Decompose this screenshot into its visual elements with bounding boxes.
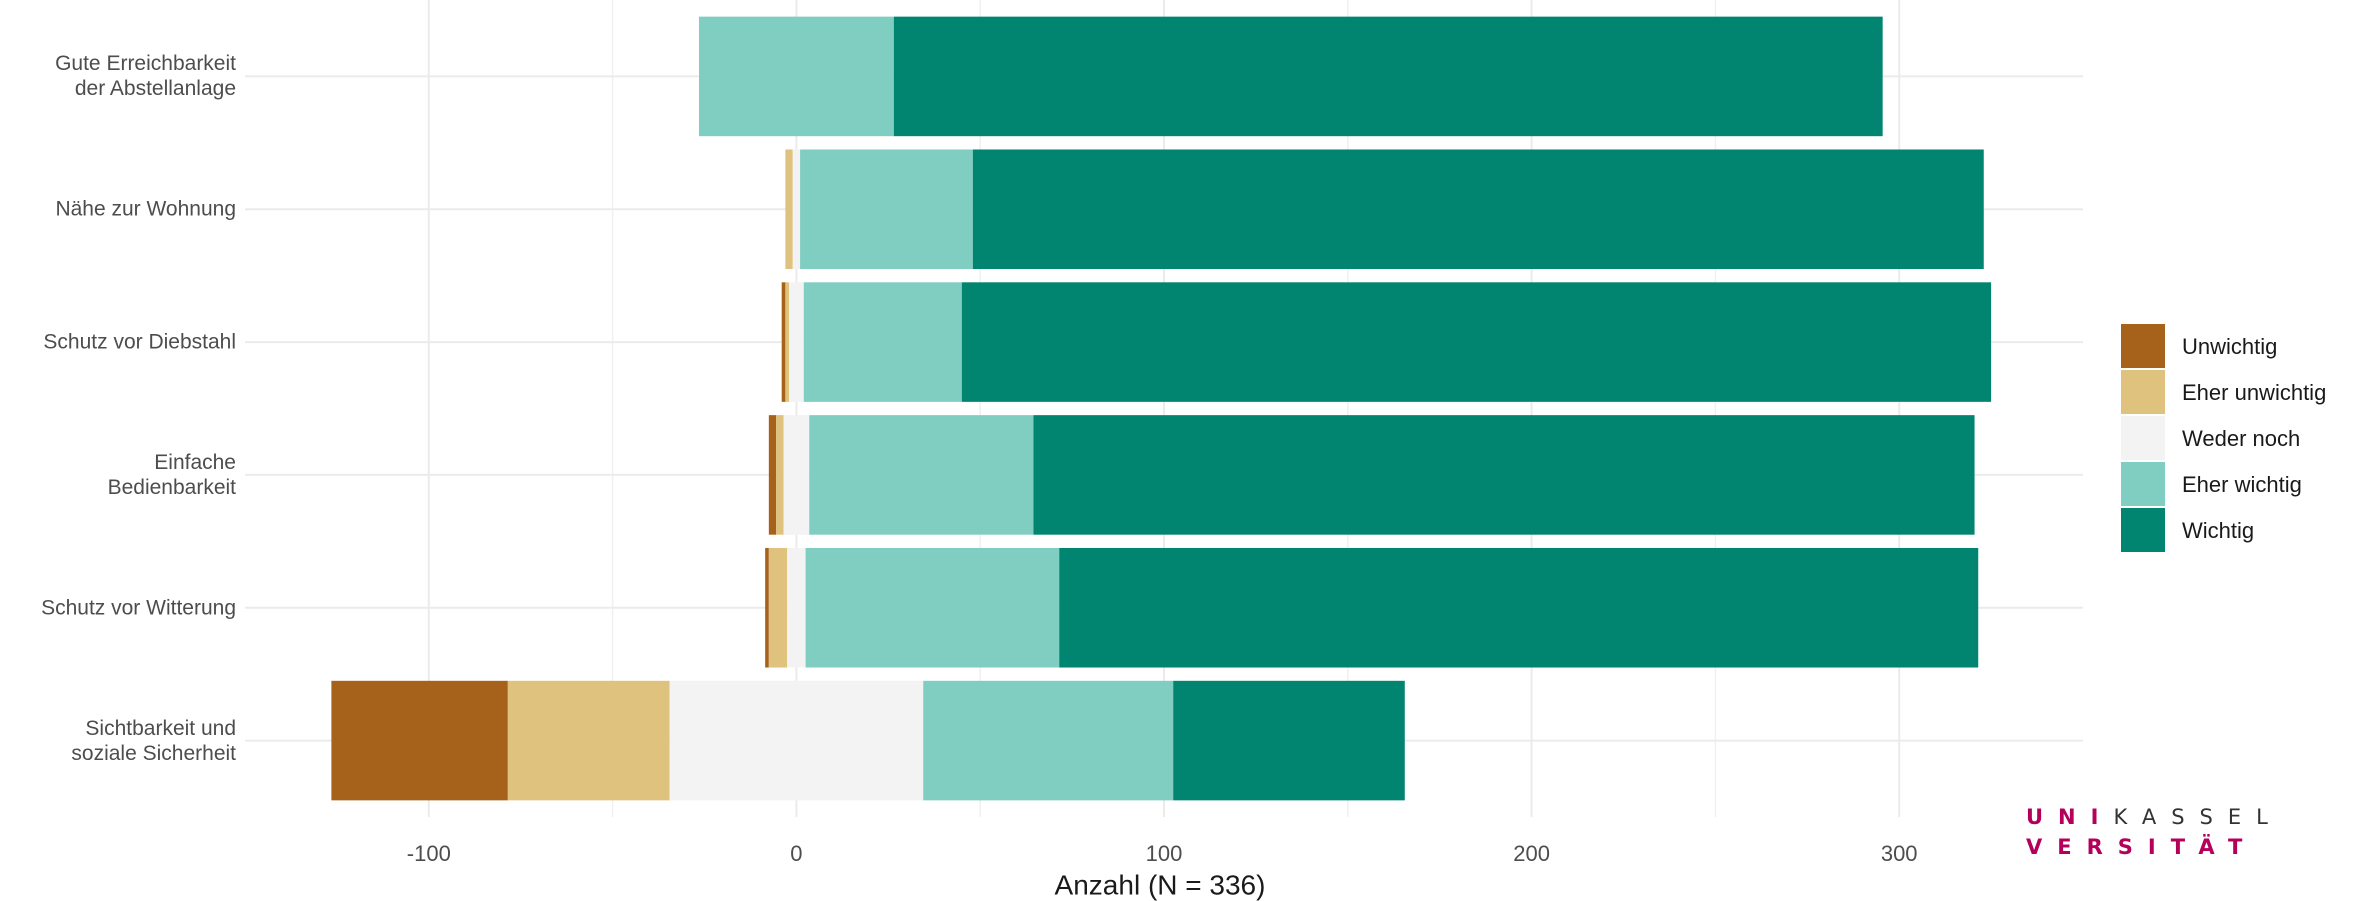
legend-label: Wichtig: [2182, 518, 2254, 543]
bar-segment: [923, 680, 1174, 801]
bar-segment: [783, 415, 810, 535]
x-tick-label: -100: [407, 841, 451, 866]
category-label: Schutz vor Diebstahl: [43, 330, 236, 354]
logo-versitaet: VERSITÄT: [2026, 835, 2258, 859]
legend-label: Eher wichtig: [2182, 472, 2302, 497]
category-label: Nähe zur Wohnung: [55, 197, 236, 221]
legend-label: Eher unwichtig: [2182, 380, 2326, 405]
bar-segment: [768, 415, 777, 535]
bar-segment: [776, 415, 784, 535]
logo-uni: UNI: [2026, 805, 2114, 829]
bar-segment: [507, 680, 670, 801]
x-tick-label: 0: [790, 841, 802, 866]
bar-segment: [1033, 415, 1975, 535]
legend-label: Weder noch: [2182, 426, 2300, 451]
bar-segment: [893, 16, 1883, 137]
bar-segment: [698, 16, 894, 137]
bar-segment: [792, 149, 801, 270]
x-tick-label: 300: [1881, 841, 1918, 866]
legend-swatch: [2121, 508, 2165, 552]
bar-segment: [809, 415, 1034, 535]
logo-line: UNIKASSEL: [2026, 805, 2283, 829]
bar-segment: [765, 547, 769, 668]
bar-segment: [789, 282, 804, 402]
bar-segment: [785, 282, 790, 402]
bar-segment: [785, 149, 793, 270]
bar-segment: [803, 282, 962, 402]
legend-label: Unwichtig: [2182, 334, 2277, 359]
category-label: Einfache Bedienbarkeit: [107, 450, 236, 499]
bar-segment: [805, 547, 1060, 668]
category-label: Sichtbarkeit und soziale Sicherheit: [71, 716, 236, 765]
legend-swatch: [2121, 324, 2165, 368]
logo-kassel: KASSEL: [2113, 805, 2283, 829]
legend-swatch: [2121, 416, 2165, 460]
bar-segment: [781, 282, 786, 402]
x-tick-label: 100: [1146, 841, 1183, 866]
x-axis-title: Anzahl (N = 336): [1055, 869, 1266, 900]
bar-segment: [961, 282, 1992, 402]
x-tick-label: 200: [1513, 841, 1550, 866]
bar-segment: [669, 680, 924, 801]
bar-segment: [800, 149, 973, 270]
legend-swatch: [2121, 462, 2165, 506]
bar-segment: [1173, 680, 1405, 801]
category-label: Schutz vor Witterung: [41, 596, 236, 620]
bar-segment: [768, 547, 788, 668]
bar-segment: [331, 680, 508, 801]
bar-segment: [972, 149, 1984, 270]
bar-segment: [1059, 547, 1979, 668]
bar-segment: [787, 547, 806, 668]
legend-swatch: [2121, 370, 2165, 414]
category-label: Gute Erreichbarkeit der Abstellanlage: [55, 52, 236, 101]
